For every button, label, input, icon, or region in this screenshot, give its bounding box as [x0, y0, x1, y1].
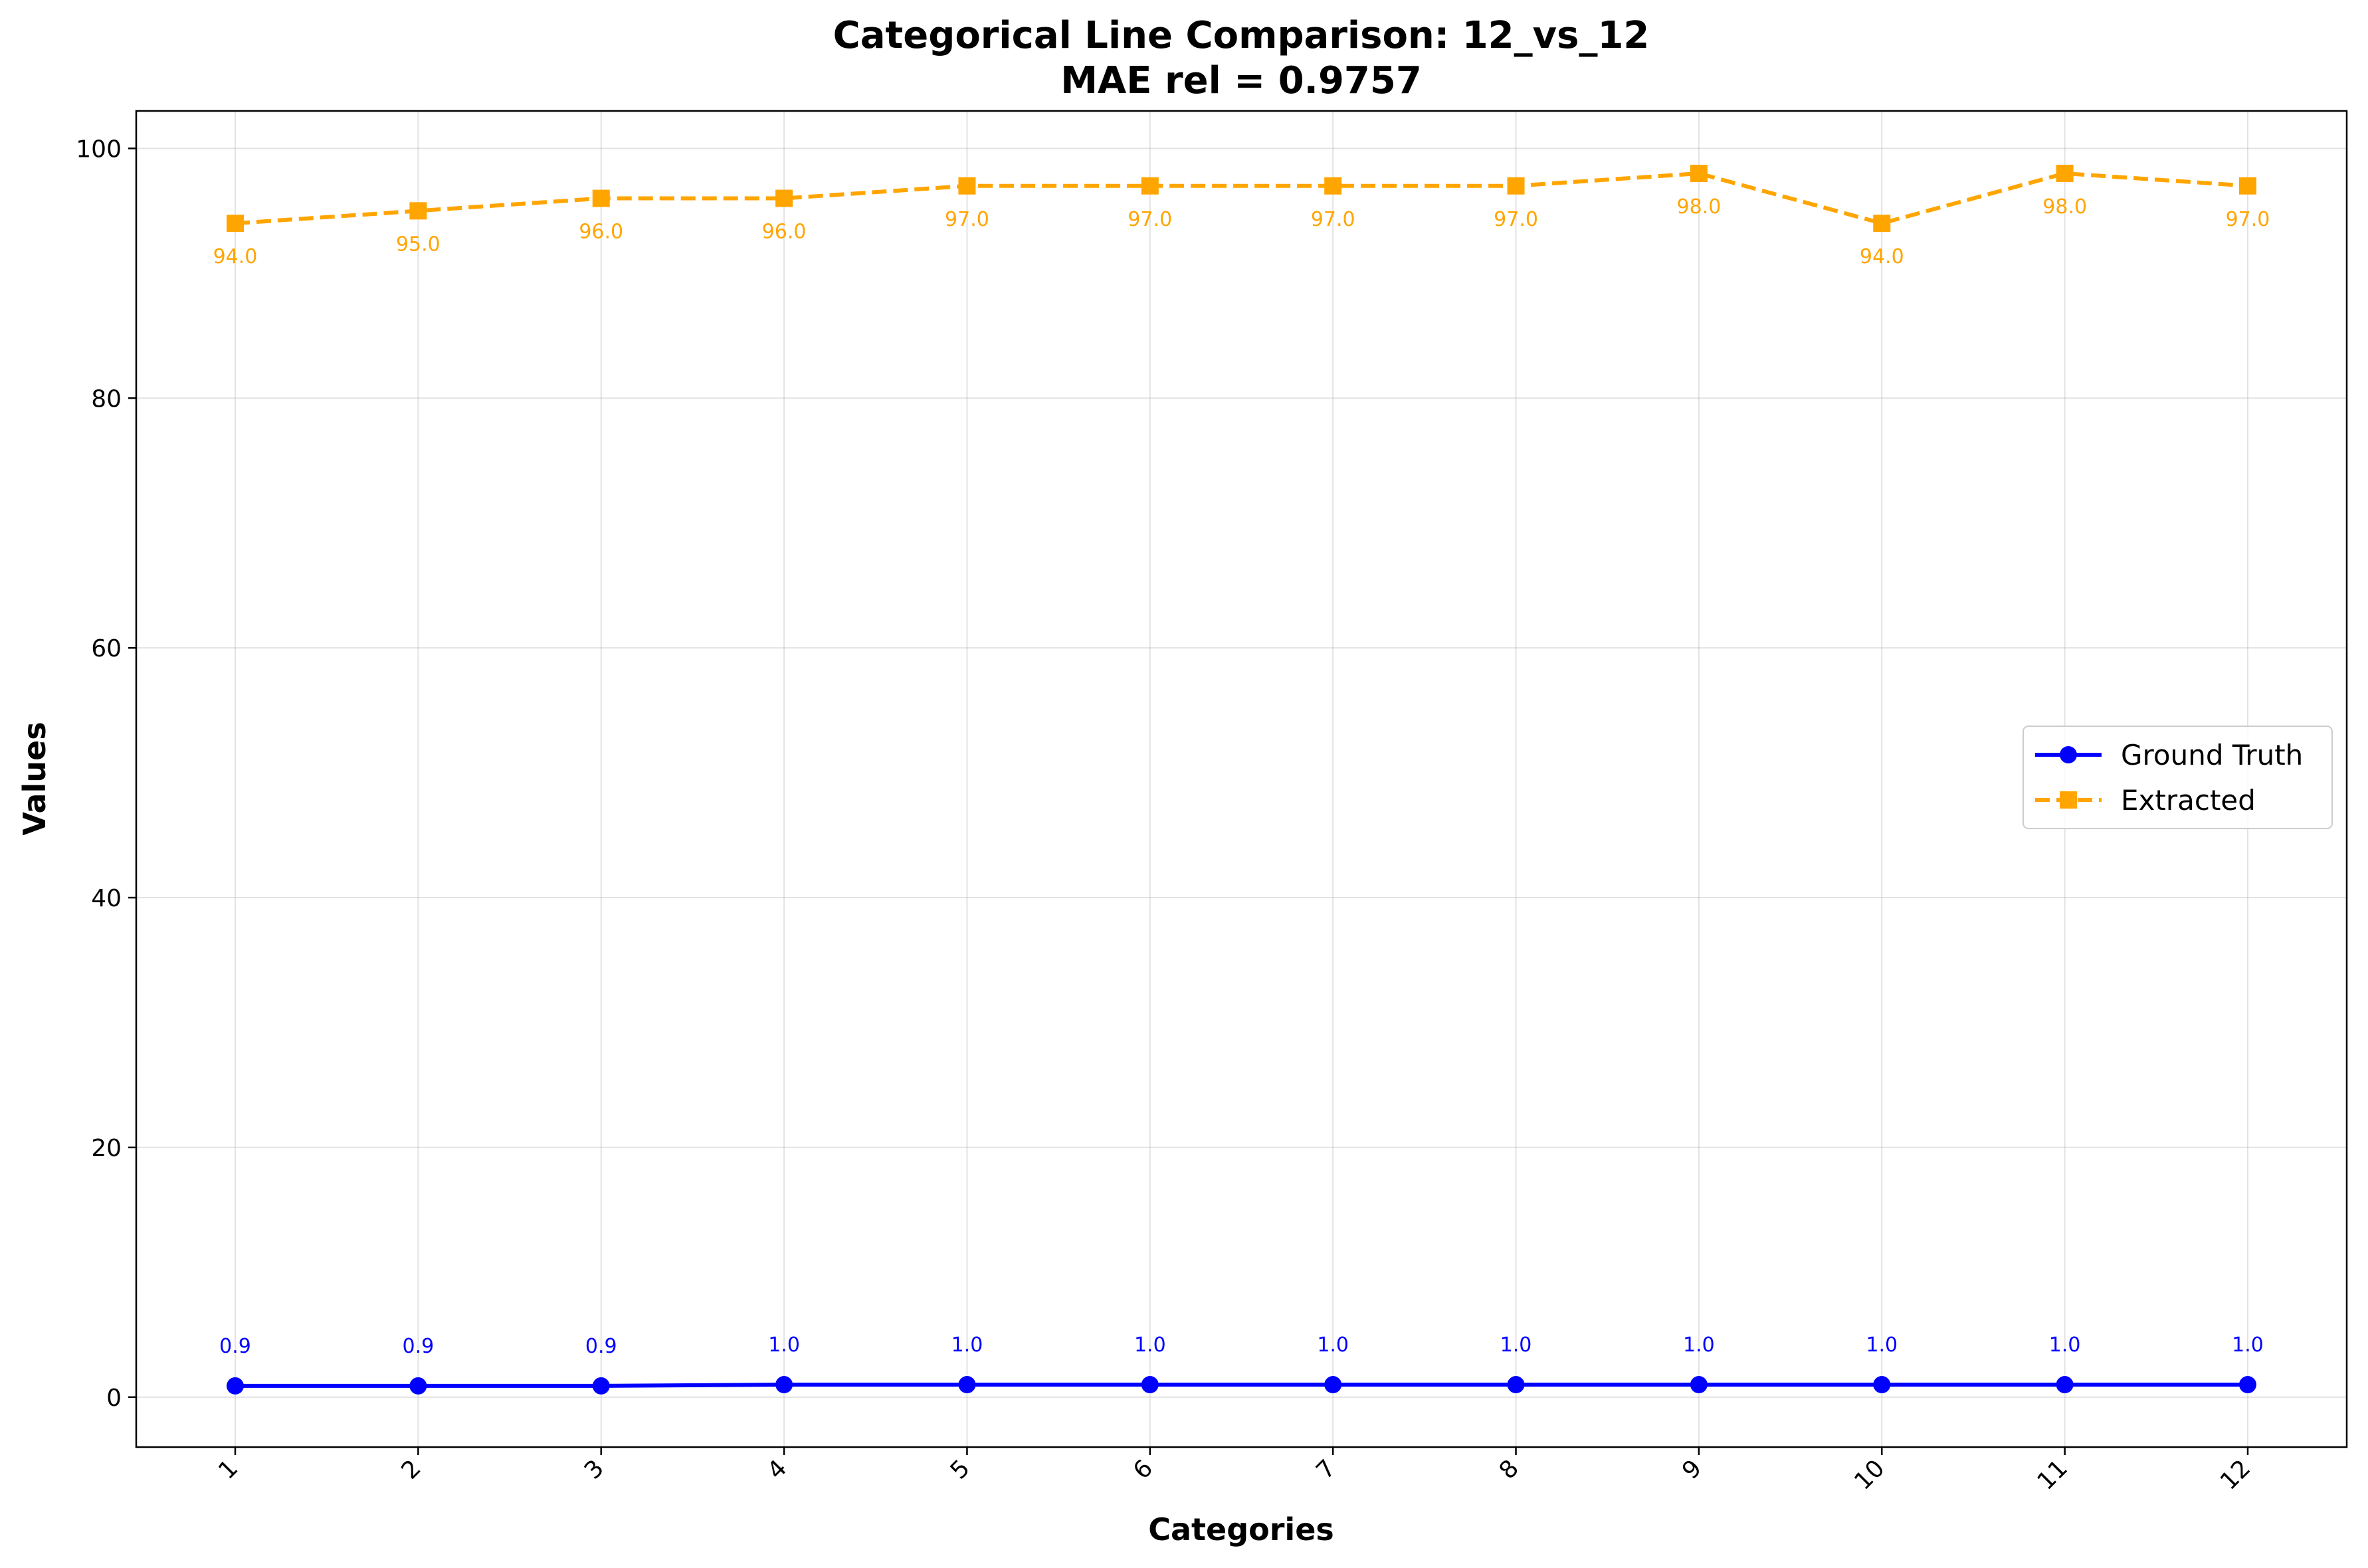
data-point-marker: [1141, 177, 1159, 195]
legend-marker: [2060, 791, 2077, 809]
data-label: 0.9: [219, 1335, 251, 1358]
data-point-marker: [1141, 1376, 1159, 1394]
legend-entry: Extracted: [2035, 784, 2256, 817]
series-line: [235, 1383, 2248, 1388]
legend-label: Ground Truth: [2121, 739, 2303, 771]
x-axis-label: Categories: [1148, 1512, 1334, 1547]
data-point-marker: [2056, 1376, 2074, 1394]
series-line: [235, 171, 2248, 226]
data-label: 1.0: [1683, 1333, 1715, 1357]
series-2: 94.0 95.0 96.0 96.0 97.0 97.0 97.0 97.0 98.0 94.0…: [213, 164, 2270, 268]
y-tick-label: 100: [76, 136, 122, 163]
series-1: 0.9 0.9 0.9 1.0 1.0 1.0 1.0 1.0 1.0 1.0 1.0 1.0: [219, 1333, 2264, 1395]
data-point-marker: [409, 1377, 427, 1395]
y-axis-ticks: 0 20 40 60 80 100: [76, 136, 136, 1412]
data-point-marker: [1873, 215, 1891, 233]
y-tick-label: 40: [91, 885, 122, 912]
data-label: 97.0: [1311, 208, 1355, 231]
legend-entry: Ground Truth: [2035, 739, 2303, 771]
data-label: 1.0: [1866, 1333, 1898, 1357]
data-label: 1.0: [1134, 1333, 1166, 1357]
data-point-marker: [1690, 164, 1708, 182]
data-label: 1.0: [951, 1333, 983, 1357]
data-label: 0.9: [403, 1335, 435, 1358]
data-label: 1.0: [2049, 1333, 2081, 1357]
data-label: 97.0: [1494, 208, 1538, 231]
data-label: 1.0: [768, 1333, 800, 1357]
data-point-marker: [409, 202, 427, 220]
y-tick-label: 0: [106, 1385, 122, 1412]
data-label: 98.0: [2042, 195, 2087, 219]
data-point-marker: [775, 1376, 793, 1394]
legend-box: [2023, 726, 2333, 829]
data-point-marker: [1324, 177, 1342, 195]
data-point-marker: [227, 215, 244, 233]
legend-label: Extracted: [2121, 784, 2256, 817]
data-point-marker: [592, 1377, 610, 1395]
y-tick-label: 20: [91, 1135, 122, 1162]
data-label: 0.9: [585, 1335, 617, 1358]
y-axis-label: Values: [17, 722, 52, 835]
chart-title: Categorical Line Comparison: 12_vs_12: [833, 14, 1650, 57]
data-point-marker: [2056, 164, 2074, 182]
data-label: 94.0: [213, 245, 258, 268]
y-tick-label: 80: [91, 385, 122, 413]
data-point-marker: [2239, 177, 2256, 195]
y-tick-label: 60: [91, 635, 122, 662]
data-label: 1.0: [1317, 1333, 1349, 1357]
data-label: 96.0: [579, 221, 623, 244]
data-label: 1.0: [1500, 1333, 1532, 1357]
legend-marker: [2060, 746, 2077, 763]
data-point-marker: [958, 1376, 976, 1394]
series: 0.9 0.9 0.9 1.0 1.0 1.0 1.0 1.0 1.0 1.0 1.0 1.0 94.0…: [213, 164, 2270, 1395]
data-point-marker: [1873, 1376, 1891, 1394]
data-label: 97.0: [2226, 208, 2270, 231]
data-point-marker: [592, 189, 610, 207]
data-point-marker: [1690, 1376, 1708, 1394]
data-point-marker: [1324, 1376, 1342, 1394]
data-label: 97.0: [945, 208, 989, 231]
data-point-marker: [775, 189, 793, 207]
data-point-marker: [2239, 1376, 2256, 1394]
legend: Ground Truth Extracted: [2023, 726, 2333, 829]
data-point-marker: [958, 177, 976, 195]
chart-subtitle: MAE rel = 0.9757: [1060, 59, 1422, 102]
data-label: 94.0: [1860, 245, 1904, 268]
data-label: 96.0: [762, 221, 807, 244]
data-label: 97.0: [1128, 208, 1172, 231]
data-label: 95.0: [396, 233, 441, 256]
data-point-marker: [1507, 1376, 1525, 1394]
data-point-marker: [1507, 177, 1525, 195]
data-label: 98.0: [1677, 195, 1722, 219]
data-label: 1.0: [2232, 1333, 2264, 1357]
data-point-marker: [227, 1377, 244, 1395]
plot-frame: [135, 110, 2348, 1448]
